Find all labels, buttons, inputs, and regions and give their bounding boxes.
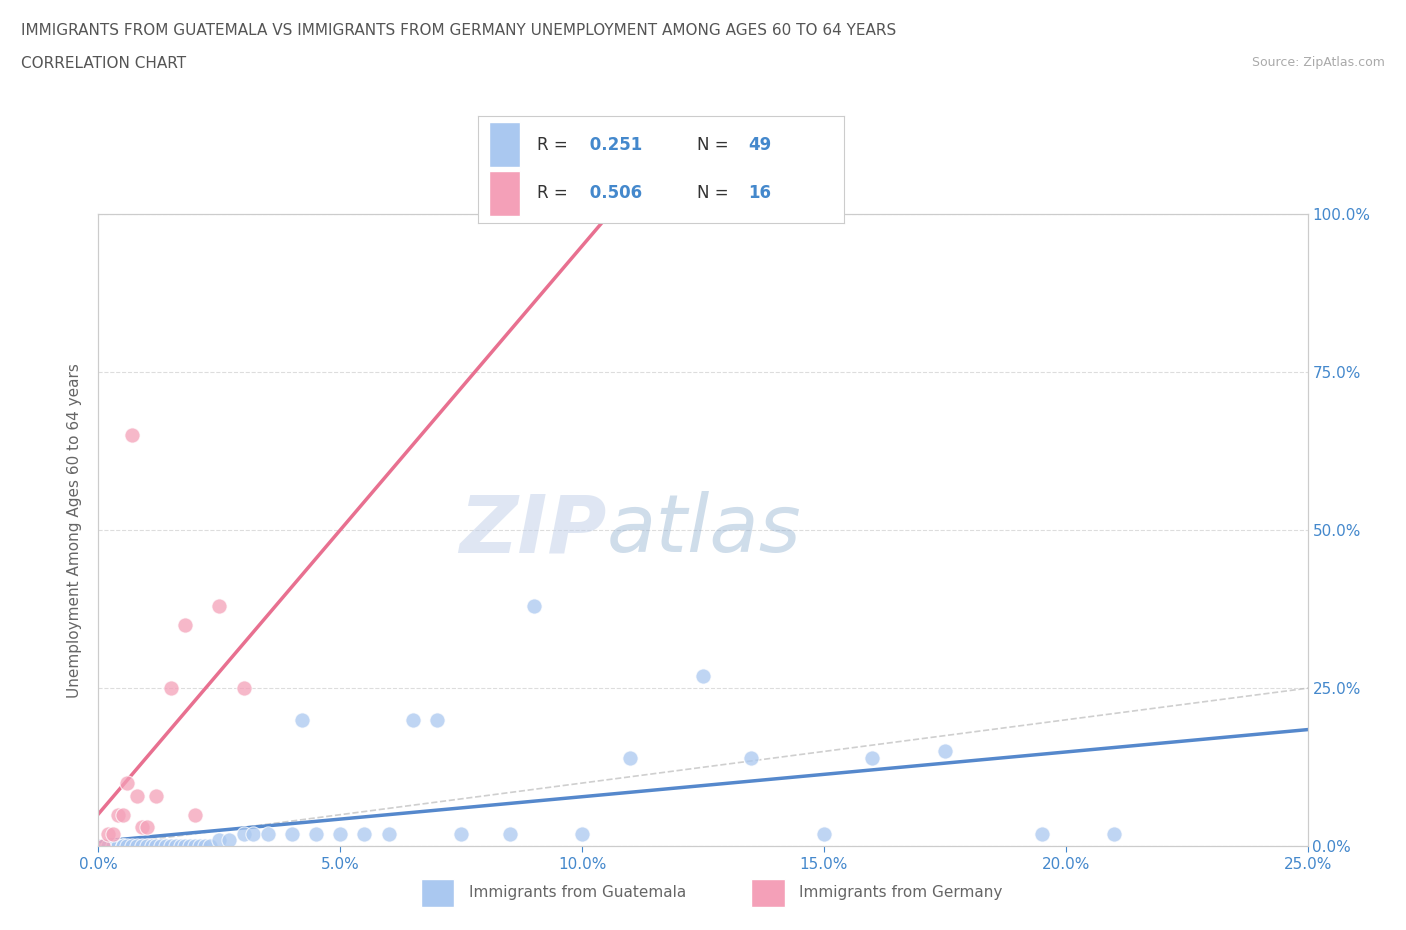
- Point: [740, 751, 762, 765]
- Point: [111, 839, 134, 854]
- Point: [165, 839, 187, 854]
- Point: [232, 826, 254, 841]
- Point: [377, 826, 399, 841]
- Point: [107, 807, 129, 822]
- Point: [619, 751, 641, 765]
- Point: [160, 839, 183, 854]
- Point: [127, 789, 149, 804]
- Text: 49: 49: [748, 136, 772, 154]
- Text: IMMIGRANTS FROM GUATEMALA VS IMMIGRANTS FROM GERMANY UNEMPLOYMENT AMONG AGES 60 : IMMIGRANTS FROM GUATEMALA VS IMMIGRANTS …: [21, 23, 897, 38]
- Point: [426, 712, 449, 727]
- Point: [145, 789, 167, 804]
- Point: [101, 839, 124, 854]
- Point: [174, 618, 197, 632]
- Point: [198, 839, 221, 854]
- Point: [450, 826, 472, 841]
- Point: [145, 839, 167, 854]
- Text: Immigrants from Germany: Immigrants from Germany: [799, 885, 1002, 900]
- Point: [353, 826, 375, 841]
- Point: [571, 826, 593, 841]
- Point: [179, 839, 201, 854]
- Point: [91, 839, 114, 854]
- Point: [184, 807, 207, 822]
- Text: N =: N =: [697, 136, 734, 154]
- Text: 0.506: 0.506: [583, 184, 643, 202]
- Point: [305, 826, 328, 841]
- Point: [101, 826, 124, 841]
- Point: [117, 776, 139, 790]
- Point: [121, 839, 143, 854]
- Point: [194, 839, 217, 854]
- Point: [232, 681, 254, 696]
- Point: [111, 839, 134, 854]
- FancyBboxPatch shape: [751, 879, 785, 907]
- Point: [127, 839, 149, 854]
- Point: [860, 751, 883, 765]
- Y-axis label: Unemployment Among Ages 60 to 64 years: Unemployment Among Ages 60 to 64 years: [67, 363, 83, 698]
- Point: [523, 599, 546, 614]
- Point: [131, 839, 153, 854]
- FancyBboxPatch shape: [489, 171, 520, 216]
- FancyBboxPatch shape: [420, 879, 454, 907]
- Text: R =: R =: [537, 136, 572, 154]
- Point: [402, 712, 425, 727]
- Point: [498, 826, 520, 841]
- Point: [150, 839, 173, 854]
- Point: [188, 839, 211, 854]
- Text: atlas: atlas: [606, 491, 801, 569]
- Point: [135, 839, 157, 854]
- Point: [208, 599, 231, 614]
- Text: Source: ZipAtlas.com: Source: ZipAtlas.com: [1251, 56, 1385, 69]
- Point: [131, 820, 153, 835]
- Point: [121, 428, 143, 443]
- FancyBboxPatch shape: [489, 122, 520, 166]
- Point: [111, 807, 134, 822]
- Point: [91, 839, 114, 854]
- Point: [934, 744, 956, 759]
- Point: [692, 668, 714, 683]
- Point: [242, 826, 264, 841]
- Text: 0.251: 0.251: [583, 136, 643, 154]
- Point: [290, 712, 312, 727]
- Point: [117, 839, 139, 854]
- Text: 16: 16: [748, 184, 772, 202]
- Point: [208, 832, 231, 847]
- Point: [329, 826, 352, 841]
- Point: [97, 839, 120, 854]
- Point: [160, 681, 183, 696]
- Text: CORRELATION CHART: CORRELATION CHART: [21, 56, 186, 71]
- Text: Immigrants from Guatemala: Immigrants from Guatemala: [470, 885, 686, 900]
- Text: R =: R =: [537, 184, 572, 202]
- Point: [169, 839, 191, 854]
- Point: [813, 826, 835, 841]
- Point: [174, 839, 197, 854]
- Point: [184, 839, 207, 854]
- Point: [135, 820, 157, 835]
- Text: N =: N =: [697, 184, 734, 202]
- Point: [218, 832, 240, 847]
- Point: [97, 826, 120, 841]
- Point: [1031, 826, 1053, 841]
- Point: [155, 839, 177, 854]
- Text: ZIP: ZIP: [458, 491, 606, 569]
- Point: [1102, 826, 1125, 841]
- Point: [256, 826, 278, 841]
- Point: [107, 839, 129, 854]
- Point: [281, 826, 304, 841]
- Point: [141, 839, 163, 854]
